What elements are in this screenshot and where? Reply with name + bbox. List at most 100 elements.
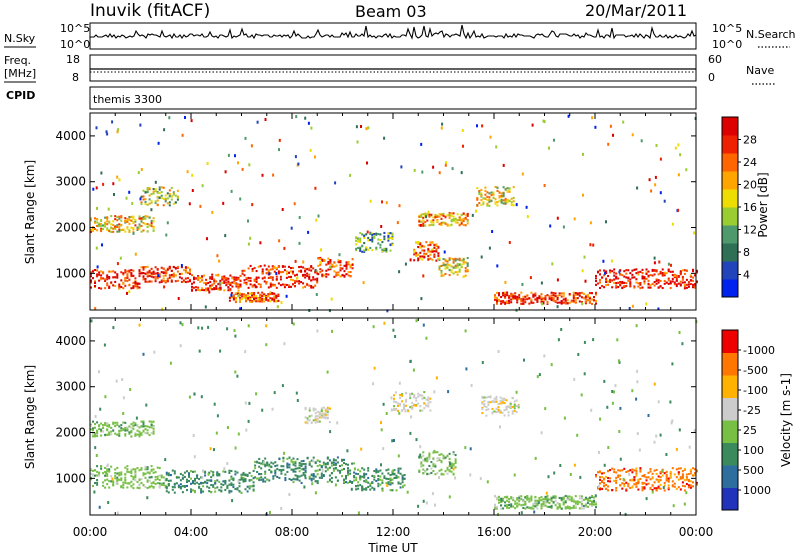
echo-cell [164, 274, 167, 277]
echo-cell [167, 483, 170, 486]
echo-cell [94, 426, 96, 429]
echo-cell [335, 273, 338, 276]
echo-cell [302, 472, 305, 475]
echo-cell [499, 399, 502, 402]
scatter-cell [346, 449, 349, 453]
echo-cell [645, 483, 648, 486]
echo-cell [168, 201, 171, 204]
echo-cell [373, 470, 376, 473]
echo-cell [255, 276, 258, 279]
echo-cell [128, 218, 131, 221]
echo-cell [314, 415, 317, 418]
echo-cell [572, 500, 575, 503]
echo-cell [458, 218, 461, 221]
scatter-cell [331, 329, 334, 333]
echo-cell [288, 265, 290, 268]
echo-cell [112, 276, 115, 279]
echo-band [438, 257, 469, 278]
scatter-cell [537, 501, 540, 505]
echo-cell [251, 268, 254, 271]
echo-cell [659, 272, 662, 275]
echo-cell [430, 213, 433, 216]
echo-cell [283, 265, 286, 268]
echo-cell [442, 214, 445, 217]
echo-cell [249, 296, 252, 299]
echo-cell [373, 235, 376, 238]
echo-cell [517, 406, 520, 409]
echo-cell [669, 474, 672, 477]
scatter-cell [95, 186, 98, 190]
echo-cell [405, 391, 408, 394]
echo-cell [641, 489, 644, 492]
noise-tick-top-left: 10^5 [60, 22, 90, 35]
echo-cell [552, 292, 555, 295]
echo-cell [120, 224, 123, 227]
echo-cell [692, 276, 694, 279]
echo-cell [696, 280, 698, 283]
echo-cell [106, 284, 109, 287]
echo-cell [448, 216, 451, 219]
echo-cell [588, 503, 591, 506]
echo-cell [615, 272, 618, 275]
echo-cell [324, 412, 327, 415]
echo-cell [312, 286, 315, 289]
echo-cell [274, 470, 277, 473]
echo-cell [363, 235, 366, 238]
echo-cell [403, 407, 406, 410]
scatter-cell [500, 498, 503, 502]
scatter-cell [471, 213, 474, 217]
scatter-cell [198, 349, 201, 353]
echo-cell [269, 291, 272, 294]
echo-cell [202, 490, 205, 493]
echo-cell [643, 487, 646, 490]
echo-cell [476, 204, 479, 207]
echo-cell [162, 277, 165, 280]
echo-cell [347, 471, 349, 474]
echo-cell [426, 459, 429, 462]
echo-cell [591, 495, 593, 498]
scatter-cell [400, 165, 403, 169]
echo-cell [687, 486, 690, 489]
echo-cell [273, 298, 276, 301]
echo-cell [132, 227, 135, 230]
echo-cell [504, 301, 507, 304]
echo-cell [438, 457, 441, 460]
echo-cell [108, 433, 111, 436]
echo-cell [635, 278, 638, 281]
scatter-cell [328, 266, 331, 269]
echo-cell [224, 470, 227, 473]
echo-cell [689, 283, 692, 286]
echo-cell [504, 291, 507, 294]
echo-cell [570, 496, 573, 499]
echo-cell [426, 460, 429, 463]
echo-cell [100, 428, 103, 431]
echo-cell [480, 199, 483, 202]
echo-cell [428, 453, 431, 456]
echo-cell [466, 269, 469, 272]
echo-cell [316, 459, 319, 462]
echo-cell [629, 272, 632, 275]
echo-cell [355, 472, 358, 475]
echo-cell [300, 463, 303, 466]
echo-cell [514, 502, 517, 505]
echo-cell [106, 274, 109, 277]
echo-cell [534, 298, 537, 301]
echo-cell [375, 471, 378, 474]
echo-cell [498, 495, 500, 498]
echo-cell [601, 276, 604, 279]
scatter-cell [222, 201, 225, 205]
echo-cell [641, 275, 644, 278]
echo-cell [251, 300, 254, 303]
echo-cell [252, 484, 255, 487]
echo-cell [275, 286, 278, 289]
echo-cell [685, 483, 688, 486]
echo-cell [440, 271, 443, 274]
scatter-cell [450, 219, 453, 222]
scatter-cell [479, 477, 482, 481]
echo-cell [130, 429, 133, 432]
echo-cell [106, 483, 109, 486]
echo-cell [591, 502, 593, 505]
echo-cell [540, 504, 543, 507]
echo-cell [359, 470, 362, 473]
scatter-cell [529, 276, 532, 280]
